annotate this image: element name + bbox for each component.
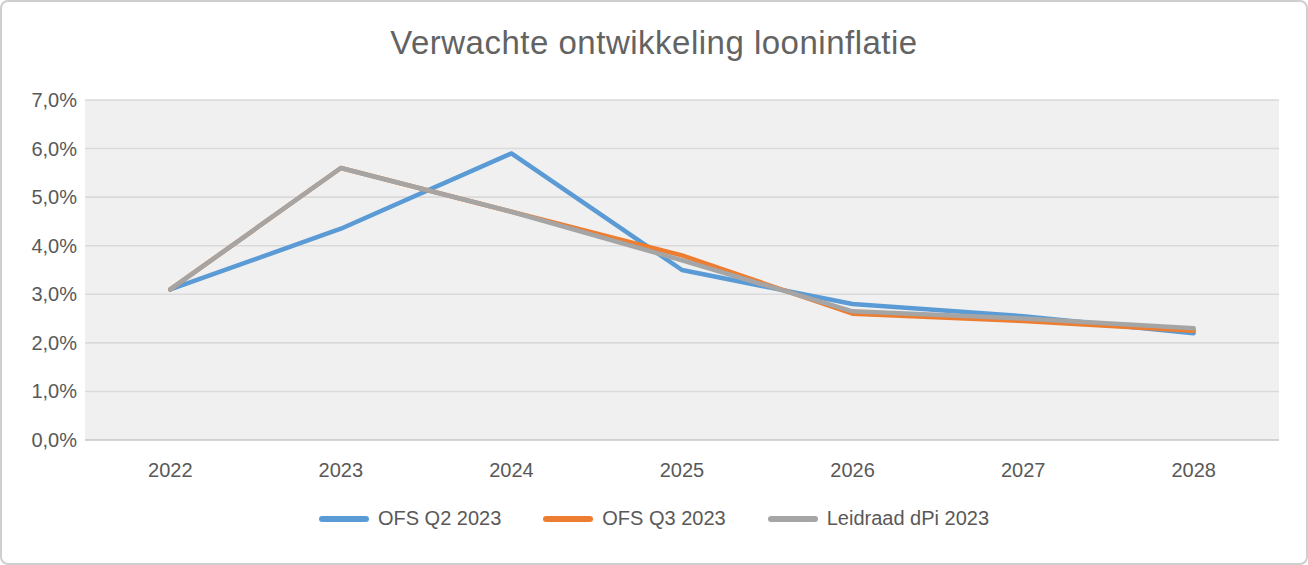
x-tick-label: 2025 [660,459,705,481]
y-tick-label: 3,0% [31,283,77,305]
y-tick-label: 0,0% [31,429,77,451]
chart-window: Verwachte ontwikkeling looninflatie 0,0%… [0,0,1308,565]
x-tick-label: 2026 [830,459,875,481]
legend-item-ofs-q2-2023: OFS Q2 2023 [319,507,501,530]
y-tick-label: 7,0% [31,89,77,111]
legend-item-leidraad-dpi-2023: Leidraad dPi 2023 [768,507,989,530]
x-tick-label: 2027 [1001,459,1046,481]
legend-label: OFS Q2 2023 [378,507,501,530]
legend: OFS Q2 2023 OFS Q3 2023 Leidraad dPi 202… [2,507,1306,530]
y-tick-label: 5,0% [31,186,77,208]
y-tick-label: 4,0% [31,235,77,257]
legend-item-ofs-q3-2023: OFS Q3 2023 [543,507,725,530]
legend-label: OFS Q3 2023 [602,507,725,530]
y-tick-label: 6,0% [31,138,77,160]
line-chart-plot: 0,0% 1,0% 2,0% 3,0% 4,0% 5,0% 6,0% 7,0% 2022 2023… [2,2,1308,565]
legend-label: Leidraad dPi 2023 [827,507,989,530]
legend-line-marker [319,516,369,522]
x-tick-label: 2028 [1171,459,1216,481]
x-tick-label: 2023 [319,459,364,481]
y-tick-label: 2,0% [31,332,77,354]
legend-line-marker [768,516,818,522]
legend-line-marker [543,516,593,522]
y-tick-label: 1,0% [31,380,77,402]
x-tick-label: 2022 [148,459,193,481]
x-tick-label: 2024 [489,459,534,481]
